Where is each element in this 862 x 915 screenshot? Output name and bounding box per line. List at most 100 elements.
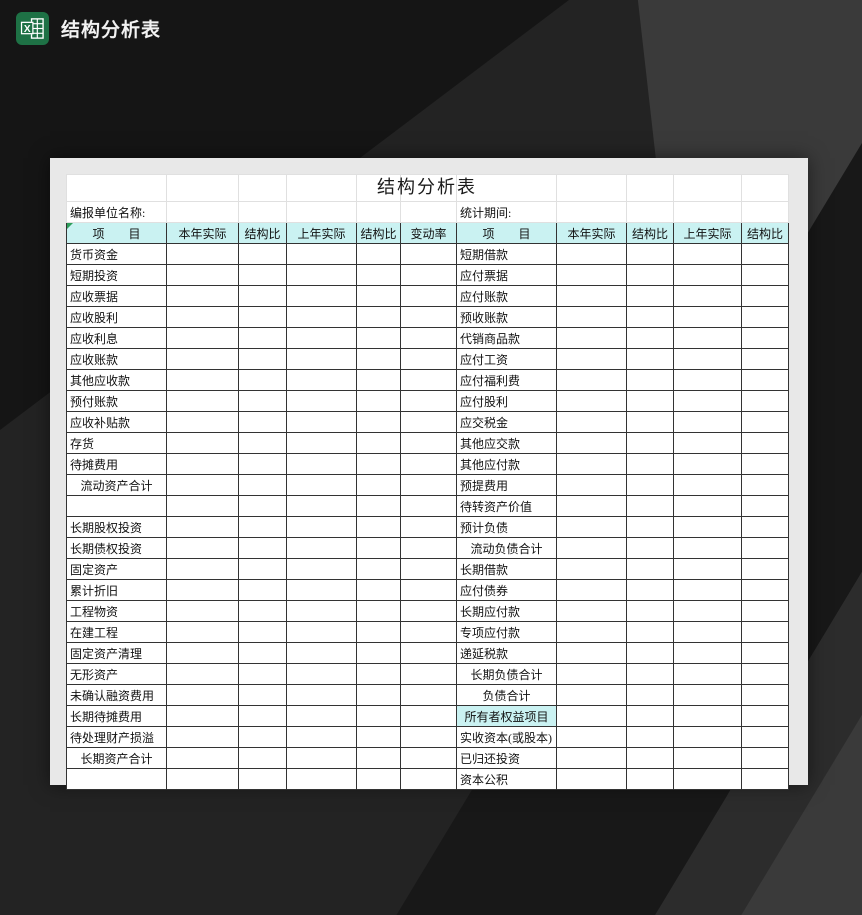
value-cell[interactable]	[238, 369, 287, 391]
value-cell[interactable]	[673, 663, 742, 685]
value-cell[interactable]	[238, 642, 287, 664]
value-cell[interactable]	[741, 390, 789, 412]
value-cell[interactable]	[626, 705, 674, 727]
value-cell[interactable]	[238, 558, 287, 580]
value-cell[interactable]	[356, 453, 401, 475]
value-cell[interactable]	[741, 537, 789, 559]
value-cell[interactable]	[741, 579, 789, 601]
value-cell[interactable]	[673, 369, 742, 391]
column-header-cell[interactable]: 上年实际	[286, 222, 357, 244]
value-cell[interactable]	[238, 663, 287, 685]
value-cell[interactable]	[626, 474, 674, 496]
value-cell[interactable]	[286, 390, 357, 412]
item-cell-left[interactable]: 预付账款	[66, 390, 167, 412]
value-cell[interactable]	[286, 264, 357, 286]
value-cell[interactable]	[400, 369, 457, 391]
value-cell[interactable]	[166, 747, 239, 769]
value-cell[interactable]	[626, 516, 674, 538]
value-cell[interactable]	[356, 264, 401, 286]
value-cell[interactable]	[556, 621, 627, 643]
value-cell[interactable]	[626, 747, 674, 769]
value-cell[interactable]	[238, 285, 287, 307]
value-cell[interactable]	[556, 747, 627, 769]
value-cell[interactable]	[626, 348, 674, 370]
value-cell[interactable]	[286, 348, 357, 370]
value-cell[interactable]	[286, 600, 357, 622]
value-cell[interactable]	[286, 705, 357, 727]
value-cell[interactable]	[356, 306, 401, 328]
value-cell[interactable]	[400, 621, 457, 643]
value-cell[interactable]	[400, 243, 457, 265]
value-cell[interactable]	[238, 306, 287, 328]
item-cell-right[interactable]: 应付票据	[456, 264, 557, 286]
value-cell[interactable]	[286, 474, 357, 496]
value-cell[interactable]	[238, 747, 287, 769]
item-cell-right[interactable]: 应付债券	[456, 579, 557, 601]
value-cell[interactable]	[556, 495, 627, 517]
item-cell-right[interactable]: 预收账款	[456, 306, 557, 328]
item-cell-right[interactable]: 其他应付款	[456, 453, 557, 475]
value-cell[interactable]	[238, 327, 287, 349]
period-label-cell[interactable]: 统计期间:	[456, 201, 557, 223]
column-header-cell[interactable]: 结构比	[238, 222, 287, 244]
value-cell[interactable]	[286, 663, 357, 685]
value-cell[interactable]	[626, 621, 674, 643]
value-cell[interactable]	[626, 411, 674, 433]
value-cell[interactable]	[166, 684, 239, 706]
value-cell[interactable]	[356, 558, 401, 580]
value-cell[interactable]	[238, 243, 287, 265]
grid-cell[interactable]	[626, 201, 674, 223]
value-cell[interactable]	[741, 516, 789, 538]
value-cell[interactable]	[166, 516, 239, 538]
value-cell[interactable]	[673, 432, 742, 454]
value-cell[interactable]	[166, 264, 239, 286]
value-cell[interactable]	[673, 306, 742, 328]
value-cell[interactable]	[238, 516, 287, 538]
value-cell[interactable]	[673, 642, 742, 664]
value-cell[interactable]	[556, 642, 627, 664]
value-cell[interactable]	[626, 453, 674, 475]
value-cell[interactable]	[166, 705, 239, 727]
grid-cell[interactable]	[166, 201, 239, 223]
value-cell[interactable]	[626, 768, 674, 790]
value-cell[interactable]	[626, 264, 674, 286]
value-cell[interactable]	[673, 411, 742, 433]
column-header-cell[interactable]: 项 目	[456, 222, 557, 244]
value-cell[interactable]	[286, 495, 357, 517]
value-cell[interactable]	[556, 663, 627, 685]
value-cell[interactable]	[166, 768, 239, 790]
value-cell[interactable]	[286, 684, 357, 706]
value-cell[interactable]	[400, 705, 457, 727]
value-cell[interactable]	[556, 243, 627, 265]
value-cell[interactable]	[286, 747, 357, 769]
grid-cell[interactable]	[400, 201, 457, 223]
value-cell[interactable]	[741, 264, 789, 286]
title-grid-cell[interactable]	[286, 174, 357, 202]
value-cell[interactable]	[556, 306, 627, 328]
item-cell-left[interactable]: 应收账款	[66, 348, 167, 370]
value-cell[interactable]	[356, 747, 401, 769]
value-cell[interactable]	[238, 684, 287, 706]
item-cell-left[interactable]: 工程物资	[66, 600, 167, 622]
value-cell[interactable]	[741, 474, 789, 496]
title-grid-cell[interactable]	[673, 174, 742, 202]
item-cell-right[interactable]: 长期借款	[456, 558, 557, 580]
value-cell[interactable]	[166, 369, 239, 391]
value-cell[interactable]	[556, 705, 627, 727]
item-cell-right[interactable]: 待转资产价值	[456, 495, 557, 517]
value-cell[interactable]	[626, 306, 674, 328]
value-cell[interactable]	[286, 516, 357, 538]
value-cell[interactable]	[741, 369, 789, 391]
value-cell[interactable]	[286, 243, 357, 265]
value-cell[interactable]	[741, 663, 789, 685]
value-cell[interactable]	[556, 390, 627, 412]
value-cell[interactable]	[166, 558, 239, 580]
value-cell[interactable]	[673, 768, 742, 790]
value-cell[interactable]	[741, 453, 789, 475]
value-cell[interactable]	[400, 558, 457, 580]
value-cell[interactable]	[400, 642, 457, 664]
value-cell[interactable]	[400, 495, 457, 517]
item-cell-right[interactable]: 短期借款	[456, 243, 557, 265]
item-cell-right[interactable]: 应付工资	[456, 348, 557, 370]
value-cell[interactable]	[741, 768, 789, 790]
